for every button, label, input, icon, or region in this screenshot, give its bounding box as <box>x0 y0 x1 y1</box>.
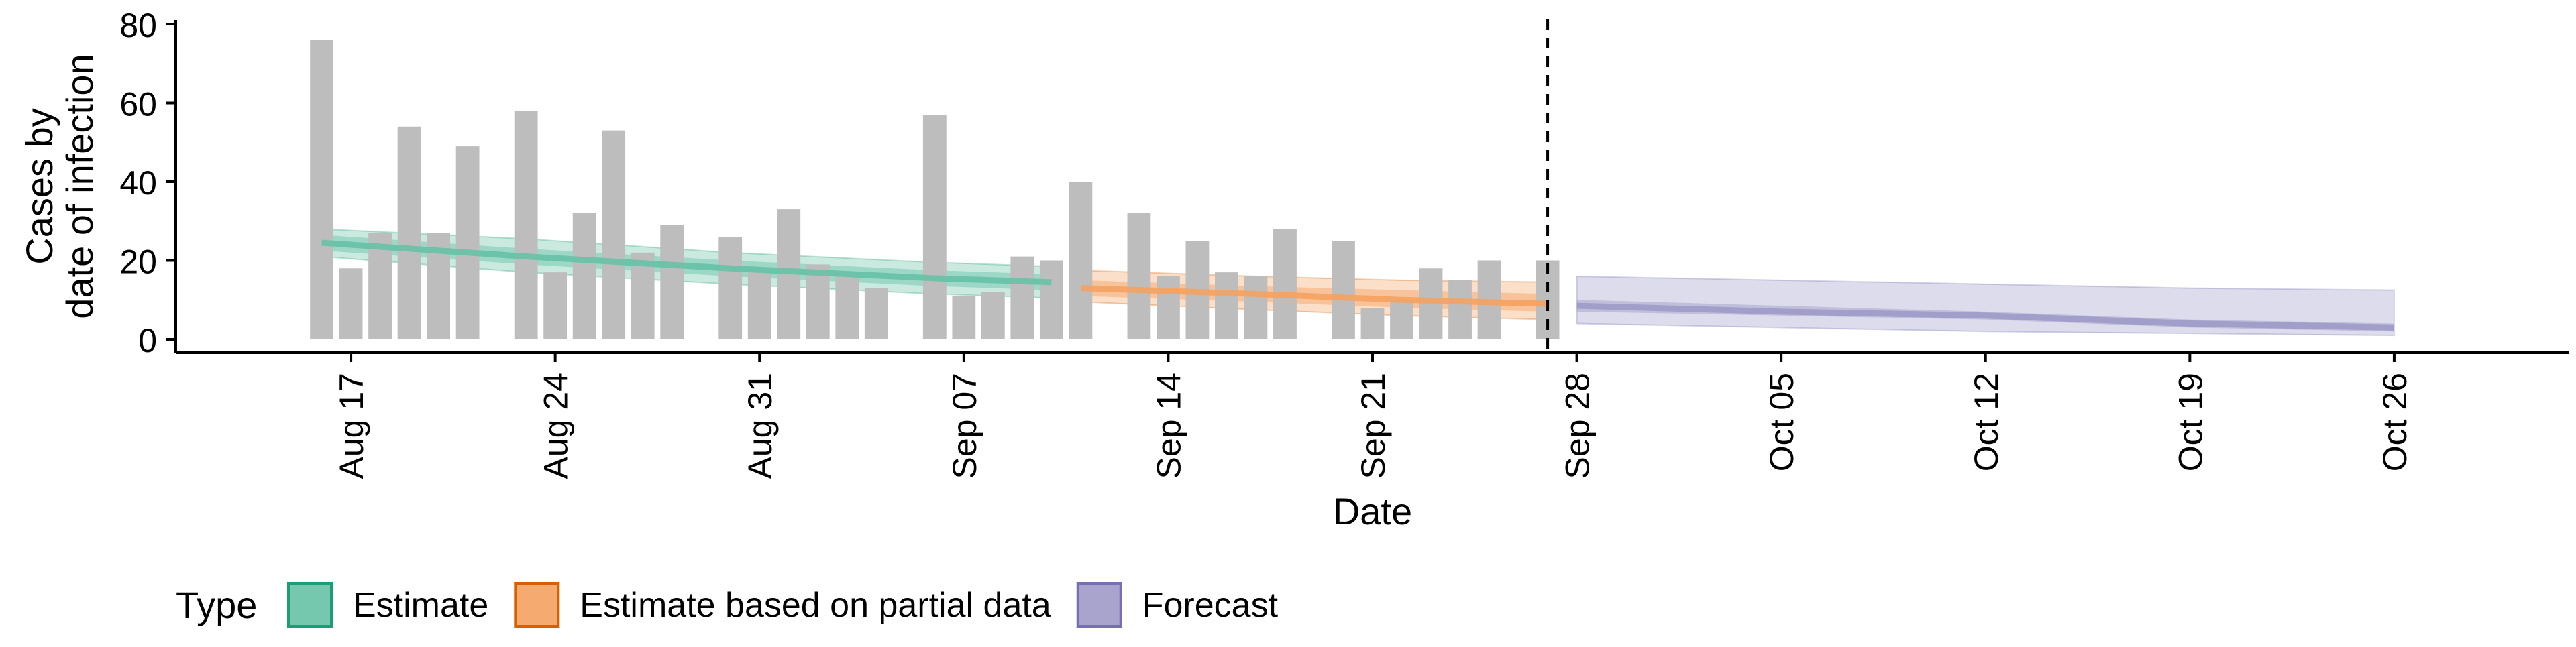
case-bar <box>660 225 684 339</box>
case-bar <box>1390 300 1413 339</box>
case-bar <box>1273 229 1297 339</box>
case-bar <box>922 115 947 339</box>
legend-label: Forecast <box>1142 586 1279 625</box>
case-bar <box>1244 276 1268 339</box>
case-bar <box>602 130 626 339</box>
legend-items: Estimate Estimate based on partial data Fo… <box>287 582 1279 628</box>
case-bar <box>368 233 392 339</box>
y-tick-label: 0 <box>138 322 157 359</box>
legend: Type Estimate Estimate based on partial d… <box>176 582 1279 628</box>
case-bar <box>1360 308 1385 339</box>
x-axis-label: Date <box>1333 490 1412 532</box>
x-tick-label: Sep 21 <box>1354 373 1392 479</box>
case-bar <box>572 213 596 339</box>
legend-item: Estimate <box>287 582 488 628</box>
x-tick-label: Oct 05 <box>1763 373 1801 471</box>
x-tick-label: Aug 17 <box>333 373 370 479</box>
bars-layer <box>310 40 1560 339</box>
x-tick-label: Aug 31 <box>741 373 779 479</box>
legend-swatch <box>514 582 560 628</box>
case-bar <box>455 146 480 339</box>
case-bar <box>1448 280 1472 339</box>
y-tick-label: 80 <box>119 7 157 44</box>
case-bar <box>864 288 888 339</box>
legend-title: Type <box>176 584 257 626</box>
y-tick-label: 20 <box>119 243 157 281</box>
case-bar <box>1127 213 1151 339</box>
case-bar <box>339 268 363 339</box>
legend-swatch <box>1076 582 1122 628</box>
axes-layer: 0 20 40 60 80 Aug 17 Aug 24 Aug 31 Sep 07 Sep 14… <box>119 7 2569 479</box>
x-tick-label: Sep 14 <box>1150 373 1187 479</box>
case-bar <box>1215 272 1238 339</box>
x-tick-label: Oct 12 <box>1968 373 2005 471</box>
y-axis-label-line-2: date of infection <box>58 54 101 318</box>
x-tick-label: Oct 26 <box>2376 373 2414 471</box>
x-tick-label: Sep 28 <box>1559 373 1597 479</box>
legend-item: Forecast <box>1076 582 1279 628</box>
y-axis-label-line-1: Cases by <box>18 108 60 264</box>
x-ticks: Aug 17 Aug 24 Aug 31 Sep 07 Sep 14 Sep 21 Sep … <box>333 353 2414 479</box>
case-bar <box>1157 276 1180 339</box>
legend-swatch <box>287 582 333 628</box>
case-bar <box>1010 256 1034 339</box>
case-bar <box>1039 260 1063 339</box>
median-line <box>1080 285 1548 307</box>
median-line <box>321 239 1052 286</box>
y-ticks: 0 20 40 60 80 <box>119 7 176 359</box>
case-bar <box>1069 182 1093 339</box>
case-bar <box>952 296 976 339</box>
case-bar <box>718 237 743 339</box>
legend-label: Estimate <box>353 586 488 625</box>
case-bar <box>631 252 655 339</box>
median-line <box>1576 302 2395 331</box>
x-tick-label: Sep 07 <box>946 373 983 479</box>
case-bar <box>514 111 538 339</box>
median-lines-layer <box>321 239 2395 331</box>
case-bar <box>543 272 568 339</box>
case-bar <box>747 272 771 339</box>
x-tick-label: Oct 19 <box>2171 373 2209 471</box>
y-tick-label: 40 <box>119 164 157 202</box>
x-tick-label: Aug 24 <box>537 373 575 479</box>
case-bar <box>1332 241 1355 339</box>
case-bar <box>397 126 421 339</box>
y-tick-label: 60 <box>119 86 157 123</box>
case-bar <box>806 264 830 339</box>
legend-item: Estimate based on partial data <box>514 582 1051 628</box>
case-bar <box>310 40 333 339</box>
legend-label: Estimate based on partial data <box>580 586 1051 625</box>
case-bar <box>835 276 859 339</box>
case-bar <box>981 292 1005 339</box>
